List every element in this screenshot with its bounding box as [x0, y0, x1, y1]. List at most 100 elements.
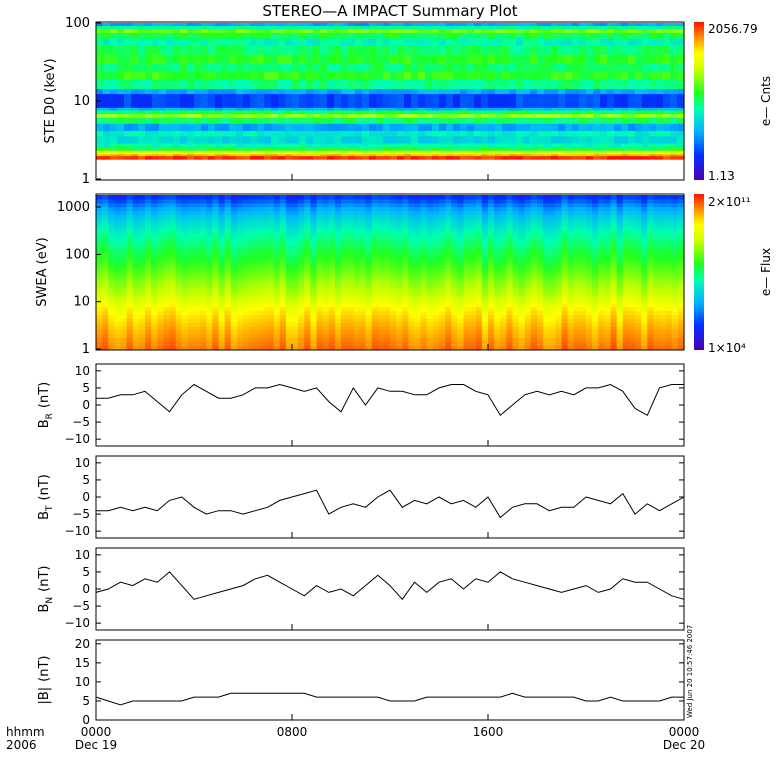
swea-cell — [175, 279, 183, 285]
swea-cell — [181, 229, 189, 235]
ste-cell — [537, 45, 545, 55]
swea-cell — [328, 306, 336, 312]
swea-cell — [635, 298, 642, 304]
swea-cell — [494, 241, 501, 246]
swea-cell — [604, 260, 612, 265]
ste-cell — [145, 155, 153, 160]
swea-cell — [530, 329, 538, 335]
swea-cell — [353, 302, 360, 308]
swea-cell — [592, 318, 599, 323]
swea-cell — [420, 268, 428, 273]
swea-cell — [512, 256, 520, 262]
swea-cell — [635, 268, 642, 273]
swea-cell — [408, 283, 416, 288]
ste-cell — [495, 79, 503, 90]
swea-cell — [206, 252, 213, 258]
swea-cell — [432, 337, 440, 342]
swea-cell — [206, 306, 213, 312]
swea-cell — [316, 241, 324, 246]
swea-cell — [500, 241, 507, 246]
ste-cell — [166, 79, 174, 90]
swea-cell — [102, 245, 109, 250]
swea-cell — [598, 233, 605, 238]
ste-cell — [460, 32, 468, 39]
swea-cell — [243, 306, 250, 312]
ste-cell — [607, 28, 615, 33]
ste-cell — [348, 79, 356, 90]
ste-cell — [663, 123, 671, 131]
swea-cell — [604, 325, 612, 331]
swea-cell — [628, 298, 636, 304]
swea-cell — [169, 302, 177, 308]
ste-cell — [537, 113, 545, 118]
ste-cell — [348, 25, 356, 30]
ste-cell — [278, 38, 286, 46]
ste-cell — [649, 38, 657, 46]
swea-cell — [665, 237, 673, 242]
swea-cell — [616, 306, 624, 312]
swea-cell — [138, 287, 146, 292]
ste-cell — [194, 153, 202, 157]
swea-cell — [641, 237, 648, 242]
swea-cell — [561, 329, 569, 335]
swea-cell — [249, 302, 256, 308]
swea-cell — [96, 310, 103, 315]
swea-cell — [604, 322, 612, 327]
swea-cell — [604, 264, 612, 269]
swea-cell — [616, 237, 624, 242]
ste-cell — [621, 113, 629, 118]
swea-cell — [628, 256, 636, 262]
ste-cell — [649, 62, 657, 72]
swea-cell — [365, 283, 373, 288]
swea-cell — [187, 341, 195, 346]
ste-cell — [460, 88, 468, 95]
ste-cell — [474, 146, 482, 151]
ste-cell — [166, 130, 174, 137]
swea-cell — [261, 329, 269, 335]
swea-cell — [647, 337, 654, 342]
swea-cell — [494, 318, 501, 323]
ste-cell — [509, 88, 517, 95]
swea-cell — [641, 302, 648, 308]
swea-cell — [610, 341, 618, 346]
ste-cell — [509, 142, 517, 148]
swea-cell — [635, 279, 642, 285]
ste-cell — [614, 150, 622, 155]
swea-cell — [512, 302, 520, 308]
swea-cell — [132, 318, 140, 323]
ste-cell — [271, 28, 279, 33]
swea-cell — [371, 237, 379, 242]
swea-cell — [377, 291, 385, 296]
swea-cell — [353, 256, 360, 262]
ste-cell — [145, 38, 153, 46]
swea-cell — [230, 237, 238, 242]
swea-cell — [200, 275, 207, 281]
ste-cell — [222, 117, 230, 124]
ste-cell — [607, 123, 615, 131]
swea-cell — [151, 322, 158, 327]
ste-cell — [530, 23, 538, 27]
ste-cell — [257, 150, 265, 155]
ste-cell — [145, 45, 153, 55]
ste-cell — [656, 109, 664, 115]
swea-cell — [488, 322, 495, 327]
ste-cell — [593, 150, 601, 155]
swea-cell — [341, 237, 348, 242]
swea-cell — [463, 306, 471, 312]
swea-cell — [641, 248, 648, 254]
swea-cell — [120, 333, 128, 339]
swea-cell — [426, 298, 434, 304]
swea-cell — [322, 283, 330, 288]
swea-cell — [586, 333, 593, 339]
swea-cell — [671, 268, 679, 273]
swea-cell — [469, 287, 477, 292]
swea-cell — [610, 314, 618, 319]
swea-cell — [212, 248, 220, 254]
swea-cell — [622, 302, 630, 308]
swea-cell — [506, 279, 514, 285]
ste-cell — [390, 25, 398, 30]
ste-cell — [355, 153, 363, 157]
swea-cell — [524, 291, 532, 296]
ste-cell — [173, 146, 181, 151]
ste-cell — [488, 146, 496, 151]
